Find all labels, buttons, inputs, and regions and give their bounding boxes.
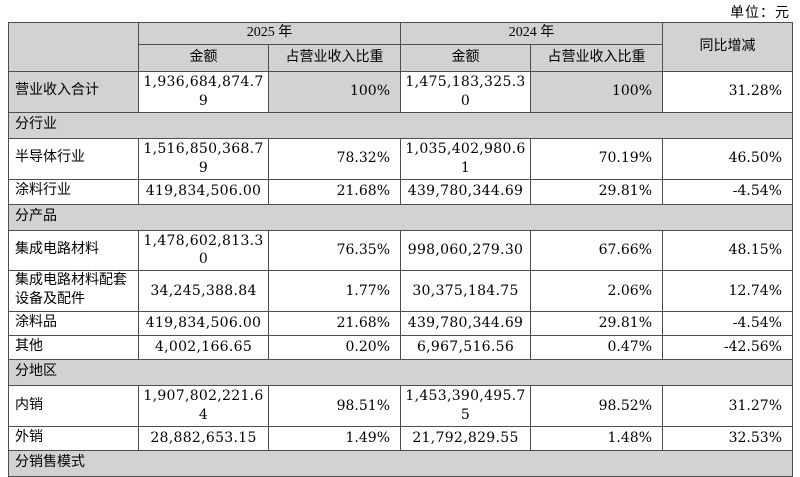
ratio-2025: 1.49%: [268, 425, 401, 451]
amount-2024: 439,780,344.69: [400, 178, 531, 205]
ratio-2024: 70.19%: [530, 137, 663, 180]
section-row-by-region: 分地区: [8, 359, 793, 387]
row-label: 涂料品: [8, 311, 139, 337]
header-amount-2024: 金额: [400, 44, 531, 72]
amount-2025: 1,907,802,221.64: [138, 385, 269, 427]
amount-2025: 28,882,653.15: [138, 425, 269, 451]
section-label: 分销售模式: [8, 449, 793, 477]
section-label: 分产品: [8, 203, 793, 231]
ratio-2025: 100%: [268, 71, 401, 113]
amount-2025: 34,245,388.84: [138, 270, 269, 313]
row-label: 集成电路材料: [8, 229, 139, 272]
ratio-2025: 0.20%: [268, 335, 401, 361]
ratio-2025: 78.32%: [268, 137, 401, 180]
yoy-change: -4.54%: [662, 311, 793, 337]
ratio-2024: 0.47%: [530, 335, 663, 361]
table-header-row-metrics: 金额 占营业收入比重 金额 占营业收入比重: [9, 44, 793, 72]
amount-2025: 1,516,850,368.79: [138, 137, 269, 180]
yoy-change: 31.27%: [662, 385, 793, 427]
header-year-2024: 2024 年: [400, 22, 663, 45]
ratio-2025: 21.68%: [268, 178, 401, 205]
header-ratio-2024: 占营业收入比重: [530, 44, 663, 72]
amount-2024: 439,780,344.69: [400, 311, 531, 337]
table-row-ic-materials: 集成电路材料 1,478,602,813.30 76.35% 998,060,2…: [8, 229, 793, 272]
section-label: 分地区: [8, 359, 793, 387]
amount-2024: 1,453,390,495.75: [400, 385, 531, 427]
table-row-other: 其他 4,002,166.65 0.20% 6,967,516.56 0.47%…: [8, 335, 793, 361]
table-row-coating-products: 涂料品 419,834,506.00 21.68% 439,780,344.69…: [8, 311, 793, 337]
amount-2024: 1,475,183,325.30: [400, 71, 531, 113]
unit-label: 单位：元: [730, 6, 790, 21]
header-yoy-change: 同比增减: [662, 22, 793, 72]
table-row-ic-equipment-parts: 集成电路材料配套设备及配件 34,245,388.84 1.77% 30,375…: [8, 270, 793, 313]
header-empty-cell: [8, 22, 139, 72]
revenue-breakdown-table: 2025 年 2024 年 同比增减 金额 占营业收入比重 金额 占营业收入比重…: [8, 22, 793, 477]
yoy-change: -42.56%: [662, 335, 793, 361]
row-label: 营业收入合计: [8, 71, 139, 113]
table-row-total-revenue: 营业收入合计 1,936,684,874.79 100% 1,475,183,3…: [8, 71, 793, 113]
yoy-change: 46.50%: [662, 137, 793, 180]
table-row-domestic-sales: 内销 1,907,802,221.64 98.51% 1,453,390,495…: [8, 385, 793, 427]
ratio-2024: 98.52%: [530, 385, 663, 427]
ratio-2024: 67.66%: [530, 229, 663, 272]
amount-2024: 998,060,279.30: [400, 229, 531, 272]
table-row-semiconductor: 半导体行业 1,516,850,368.79 78.32% 1,035,402,…: [8, 137, 793, 180]
yoy-change: -4.54%: [662, 178, 793, 205]
table-row-export-sales: 外销 28,882,653.15 1.49% 21,792,829.55 1.4…: [8, 425, 793, 451]
ratio-2024: 1.48%: [530, 425, 663, 451]
ratio-2025: 1.77%: [268, 270, 401, 313]
row-label: 半导体行业: [8, 137, 139, 180]
section-row-by-sales-model: 分销售模式: [8, 449, 793, 477]
ratio-2024: 2.06%: [530, 270, 663, 313]
amount-2025: 1,478,602,813.30: [138, 229, 269, 272]
table-row-coating-industry: 涂料行业 419,834,506.00 21.68% 439,780,344.6…: [8, 178, 793, 205]
section-row-by-product: 分产品: [8, 203, 793, 231]
amount-2024: 1,035,402,980.61: [400, 137, 531, 180]
ratio-2024: 29.81%: [530, 178, 663, 205]
header-ratio-2025: 占营业收入比重: [268, 44, 401, 72]
ratio-2024: 29.81%: [530, 311, 663, 337]
amount-2025: 419,834,506.00: [138, 178, 269, 205]
amount-2025: 4,002,166.65: [138, 335, 269, 361]
row-label: 涂料行业: [8, 178, 139, 205]
yoy-change: 48.15%: [662, 229, 793, 272]
yoy-change: 12.74%: [662, 270, 793, 313]
header-year-2025: 2025 年: [138, 22, 401, 45]
row-label: 其他: [8, 335, 139, 361]
ratio-2025: 21.68%: [268, 311, 401, 337]
ratio-2025: 98.51%: [268, 385, 401, 427]
row-label: 集成电路材料配套设备及配件: [8, 270, 139, 313]
row-label: 内销: [8, 385, 139, 427]
amount-2024: 30,375,184.75: [400, 270, 531, 313]
ratio-2024: 100%: [530, 71, 663, 113]
section-label: 分行业: [8, 111, 793, 139]
yoy-change: 32.53%: [662, 425, 793, 451]
amount-2024: 6,967,516.56: [400, 335, 531, 361]
table-header-row-years: 2025 年 2024 年 同比增减: [8, 22, 793, 72]
section-row-by-industry: 分行业: [8, 111, 793, 139]
amount-2025: 1,936,684,874.79: [138, 71, 269, 113]
amount-2025: 419,834,506.00: [138, 311, 269, 337]
header-amount-2025: 金额: [138, 44, 269, 72]
yoy-change: 31.28%: [662, 71, 793, 113]
amount-2024: 21,792,829.55: [400, 425, 531, 451]
row-label: 外销: [8, 425, 139, 451]
ratio-2025: 76.35%: [268, 229, 401, 272]
